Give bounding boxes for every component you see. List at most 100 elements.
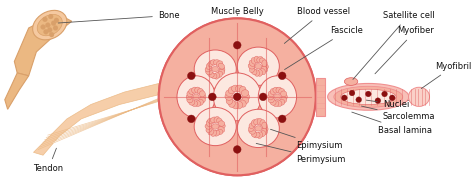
Text: Tendon: Tendon bbox=[34, 148, 64, 173]
Ellipse shape bbox=[216, 129, 223, 135]
Circle shape bbox=[389, 95, 395, 101]
Ellipse shape bbox=[208, 129, 214, 135]
Ellipse shape bbox=[260, 68, 265, 75]
Ellipse shape bbox=[254, 132, 260, 138]
Circle shape bbox=[41, 25, 46, 29]
Text: Muscle Belly: Muscle Belly bbox=[211, 7, 264, 16]
Ellipse shape bbox=[177, 76, 215, 118]
Text: Myofiber: Myofiber bbox=[375, 26, 434, 74]
Ellipse shape bbox=[195, 101, 201, 107]
Ellipse shape bbox=[208, 61, 214, 67]
Ellipse shape bbox=[251, 120, 257, 126]
Ellipse shape bbox=[226, 90, 233, 96]
Ellipse shape bbox=[210, 60, 217, 65]
Ellipse shape bbox=[281, 94, 287, 100]
Ellipse shape bbox=[225, 93, 232, 100]
Ellipse shape bbox=[189, 88, 195, 94]
Circle shape bbox=[53, 26, 58, 30]
Ellipse shape bbox=[200, 91, 205, 97]
Ellipse shape bbox=[241, 90, 249, 96]
Ellipse shape bbox=[276, 101, 282, 107]
Ellipse shape bbox=[262, 60, 267, 67]
Ellipse shape bbox=[254, 70, 259, 76]
Circle shape bbox=[188, 115, 195, 123]
Ellipse shape bbox=[191, 101, 198, 107]
Ellipse shape bbox=[273, 101, 279, 107]
Ellipse shape bbox=[226, 97, 233, 104]
Ellipse shape bbox=[210, 73, 217, 79]
Ellipse shape bbox=[257, 56, 263, 62]
Ellipse shape bbox=[214, 117, 219, 123]
Circle shape bbox=[233, 41, 241, 49]
Ellipse shape bbox=[248, 125, 255, 131]
Ellipse shape bbox=[197, 88, 203, 94]
Ellipse shape bbox=[279, 88, 285, 94]
Ellipse shape bbox=[251, 131, 257, 137]
Polygon shape bbox=[14, 14, 72, 76]
Ellipse shape bbox=[249, 129, 255, 134]
Ellipse shape bbox=[206, 126, 212, 132]
Ellipse shape bbox=[231, 85, 239, 92]
Ellipse shape bbox=[262, 125, 268, 132]
Ellipse shape bbox=[219, 123, 225, 130]
Text: Sarcolemma: Sarcolemma bbox=[362, 106, 435, 121]
Ellipse shape bbox=[212, 66, 219, 72]
Ellipse shape bbox=[270, 99, 276, 105]
Ellipse shape bbox=[228, 100, 235, 107]
Circle shape bbox=[159, 18, 316, 175]
Ellipse shape bbox=[206, 69, 212, 75]
Ellipse shape bbox=[260, 120, 265, 126]
Ellipse shape bbox=[340, 89, 396, 105]
Ellipse shape bbox=[237, 109, 279, 148]
Ellipse shape bbox=[200, 94, 206, 100]
Ellipse shape bbox=[205, 124, 212, 129]
Polygon shape bbox=[196, 18, 237, 175]
Circle shape bbox=[259, 93, 267, 101]
Ellipse shape bbox=[241, 97, 249, 104]
Ellipse shape bbox=[194, 107, 236, 146]
Ellipse shape bbox=[255, 64, 262, 69]
Circle shape bbox=[44, 29, 48, 34]
Text: Blood vessel: Blood vessel bbox=[284, 7, 350, 43]
Ellipse shape bbox=[206, 120, 212, 127]
Ellipse shape bbox=[232, 102, 239, 109]
Ellipse shape bbox=[249, 60, 255, 66]
Polygon shape bbox=[53, 90, 196, 148]
Ellipse shape bbox=[210, 117, 217, 123]
Circle shape bbox=[188, 72, 195, 80]
Ellipse shape bbox=[258, 76, 297, 118]
Ellipse shape bbox=[334, 86, 403, 107]
Ellipse shape bbox=[249, 66, 255, 73]
Circle shape bbox=[375, 98, 381, 104]
Ellipse shape bbox=[261, 66, 268, 72]
Circle shape bbox=[356, 97, 362, 103]
Ellipse shape bbox=[211, 130, 217, 136]
Ellipse shape bbox=[260, 131, 265, 137]
Ellipse shape bbox=[262, 128, 267, 135]
Ellipse shape bbox=[273, 87, 279, 93]
Ellipse shape bbox=[237, 47, 279, 85]
Circle shape bbox=[49, 32, 54, 37]
Circle shape bbox=[46, 23, 50, 27]
Ellipse shape bbox=[189, 99, 195, 105]
Ellipse shape bbox=[242, 94, 250, 100]
Ellipse shape bbox=[251, 58, 257, 64]
Circle shape bbox=[54, 18, 59, 23]
Ellipse shape bbox=[328, 83, 409, 110]
Ellipse shape bbox=[194, 50, 236, 88]
Ellipse shape bbox=[257, 70, 263, 76]
Ellipse shape bbox=[251, 68, 257, 75]
Ellipse shape bbox=[281, 97, 287, 103]
Ellipse shape bbox=[199, 97, 205, 103]
Ellipse shape bbox=[254, 56, 259, 63]
Ellipse shape bbox=[191, 87, 198, 93]
Circle shape bbox=[382, 91, 387, 97]
Ellipse shape bbox=[219, 66, 225, 72]
Ellipse shape bbox=[208, 118, 214, 124]
Circle shape bbox=[159, 18, 316, 175]
Ellipse shape bbox=[267, 94, 273, 100]
Ellipse shape bbox=[213, 60, 220, 65]
Ellipse shape bbox=[198, 99, 203, 105]
Text: Satellite cell: Satellite cell bbox=[353, 11, 434, 79]
Ellipse shape bbox=[270, 88, 276, 94]
